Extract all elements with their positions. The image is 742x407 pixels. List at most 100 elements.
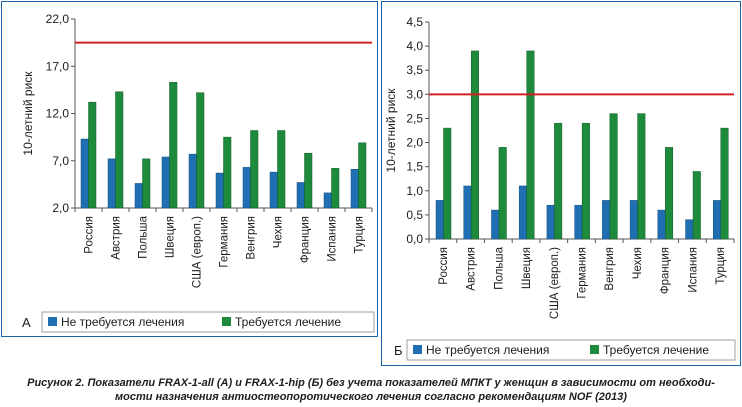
legend-swatch-not-required: [413, 345, 422, 354]
bar-not-required-7: [269, 171, 278, 209]
bar-not-required-1: [463, 185, 472, 240]
x-category-label: Швеция: [165, 216, 177, 258]
y-tick-label: 0,5: [406, 208, 423, 222]
x-category-label: Германия: [577, 247, 589, 299]
legend-box: [41, 311, 375, 333]
x-category-label: Чехия: [632, 247, 644, 279]
x-category-label: Австрия: [466, 247, 478, 291]
legend-box: [406, 339, 736, 361]
y-tick-label: 0,0: [406, 232, 423, 246]
bar-required-2: [498, 147, 507, 240]
legend-swatch-required: [222, 317, 231, 326]
bar-required-8: [665, 147, 674, 240]
bar-required-2: [142, 158, 151, 209]
bar-not-required-2: [134, 183, 143, 209]
y-tick-label: 4,0: [406, 39, 423, 53]
y-tick-label: 7,0: [52, 154, 69, 168]
bar-not-required-0: [80, 138, 89, 209]
bar-not-required-8: [657, 209, 666, 240]
legend-label-not-required: Не требуется лечения: [61, 315, 184, 329]
bar-not-required-9: [685, 219, 694, 240]
bar-required-5: [223, 136, 232, 209]
bar-required-5: [581, 123, 590, 240]
y-tick-label: 3,5: [406, 63, 423, 77]
bar-required-9: [692, 171, 701, 240]
x-category-label: Чехия: [273, 216, 285, 248]
x-category-label: США (европ.): [192, 216, 204, 288]
bar-not-required-6: [242, 167, 251, 209]
chart-panel-b: 0,0 0,5 1,0 1,5 2,0 2,5 3,0 3,5 4,0 4,5 10-летний …: [381, 1, 741, 366]
bar-not-required-5: [215, 172, 224, 209]
bar-not-required-7: [629, 200, 638, 240]
bar-required-10: [358, 142, 367, 209]
bar-required-7: [637, 113, 646, 240]
x-category-label: Венгрия: [604, 247, 616, 291]
x-category-label: Австрия: [111, 216, 123, 260]
y-tick-label: 2,5: [406, 111, 423, 125]
bar-not-required-9: [323, 192, 332, 209]
bar-required-0: [443, 127, 452, 240]
legend-label-required: Требуется лечение: [235, 315, 341, 329]
bar-required-7: [277, 130, 286, 209]
bar-not-required-3: [518, 185, 527, 240]
x-category-label: Турция: [354, 216, 366, 254]
caption-line-1: Рисунок 2. Показатели FRAX-1-all (А) и F…: [27, 377, 715, 389]
y-tick-label: 1,0: [406, 184, 423, 198]
y-tick-label: 4,5: [406, 15, 423, 29]
chart-b-svg: 0,0 0,5 1,0 1,5 2,0 2,5 3,0 3,5 4,0 4,5 10-летний …: [384, 15, 736, 361]
x-category-label: Польша: [138, 215, 150, 258]
legend-label-required: Требуется лечение: [603, 343, 709, 357]
bar-not-required-4: [188, 153, 197, 209]
figure-caption: Рисунок 2. Показатели FRAX-1-all (А) и F…: [0, 376, 742, 404]
bar-not-required-5: [574, 204, 583, 240]
x-category-label: Швеция: [521, 247, 533, 289]
x-category-label: Турция: [715, 247, 727, 285]
bar-not-required-1: [107, 158, 116, 209]
bar-required-3: [526, 50, 535, 240]
bar-not-required-10: [350, 169, 359, 209]
bar-required-1: [470, 50, 479, 240]
x-category-label: Германия: [219, 216, 231, 268]
bar-not-required-0: [435, 200, 444, 240]
y-tick-label: 17,0: [46, 59, 70, 73]
x-category-label: США (европ.): [549, 247, 561, 319]
y-tick-label: 3,0: [406, 87, 423, 101]
bar-not-required-2: [491, 209, 500, 240]
x-category-label: Испания: [687, 247, 699, 293]
bar-not-required-10: [713, 200, 722, 240]
x-category-label: Испания: [327, 216, 339, 262]
x-category-label: Венгрия: [246, 216, 258, 260]
x-category-label: Россия: [438, 247, 450, 285]
bar-not-required-4: [546, 204, 555, 240]
bar-not-required-6: [602, 200, 611, 240]
legend-label-not-required: Не требуется лечения: [426, 343, 549, 357]
y-tick-label: 1,5: [406, 160, 423, 174]
bar-required-10: [720, 127, 729, 240]
x-category-label: Польша: [493, 246, 505, 289]
bar-required-4: [554, 123, 563, 240]
bar-not-required-3: [161, 156, 170, 209]
panel-label: А: [22, 315, 31, 330]
legend-swatch-not-required: [48, 317, 57, 326]
bar-required-9: [331, 168, 340, 209]
bar-required-3: [169, 82, 178, 209]
y-axis-title: 10-летний риск: [384, 88, 398, 173]
panel-label: Б: [394, 343, 403, 358]
bar-required-6: [609, 113, 618, 240]
bar-required-4: [196, 92, 205, 209]
caption-line-2: мости назначения антиостеопоротического …: [115, 391, 627, 403]
x-category-label: Россия: [84, 216, 96, 254]
y-tick-label: 2,0: [406, 136, 423, 150]
bar-required-0: [88, 101, 97, 209]
y-tick-label: 22,0: [46, 12, 70, 26]
x-category-label: Франция: [660, 247, 672, 294]
bar-required-1: [115, 91, 124, 209]
chart-panel-a: 2,0 7,0 12,0 17,0 22,0 10-летний риск Россия Ав…: [1, 1, 378, 337]
bar-required-6: [250, 130, 259, 209]
legend-swatch-required: [590, 345, 599, 354]
y-tick-label: 12,0: [46, 107, 70, 121]
y-axis-title: 10-летний риск: [21, 71, 35, 156]
y-tick-label: 2,0: [52, 201, 69, 215]
chart-a-svg: 2,0 7,0 12,0 17,0 22,0 10-летний риск Россия Ав…: [21, 12, 375, 333]
x-category-label: Франция: [300, 216, 312, 263]
